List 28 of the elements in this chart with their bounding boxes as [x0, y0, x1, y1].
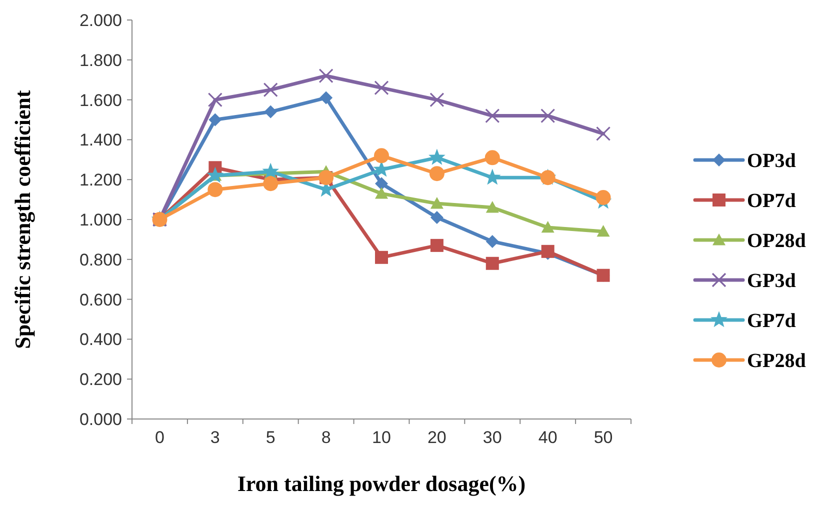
legend-label: GP3d	[747, 270, 796, 292]
y-tick-label: 0.000	[79, 410, 122, 429]
y-tick-label: 1.200	[79, 170, 122, 190]
y-tick-label: 1.400	[79, 130, 122, 150]
legend-label: GP7d	[747, 310, 796, 332]
y-tick-label: 1.000	[79, 210, 122, 230]
y-tick-label: 0.400	[79, 330, 122, 350]
y-tick-label: 0.200	[79, 370, 122, 390]
x-tick-label: 50	[594, 428, 613, 447]
x-axis-title: Iron tailing powder dosage(%)	[237, 471, 526, 496]
legend-label: OP3d	[747, 150, 796, 172]
legend-label: GP28d	[747, 350, 806, 372]
x-tick-label: 8	[321, 428, 331, 447]
y-tick-label: 0.600	[79, 290, 122, 310]
x-tick-label: 10	[372, 428, 391, 447]
x-tick-label: 3	[210, 428, 220, 447]
x-tick-label: 30	[482, 428, 502, 447]
x-tick-label: 0	[154, 428, 164, 447]
y-tick-label: 2.000	[79, 10, 122, 30]
y-axis-title: Specific strength coefficient	[10, 90, 35, 349]
legend-label: OP7d	[747, 190, 796, 212]
y-tick-label: 1.800	[79, 50, 122, 70]
x-tick-label: 40	[538, 428, 558, 447]
y-tick-label: 1.600	[79, 90, 122, 110]
x-tick-label: 20	[427, 428, 446, 447]
y-tick-label: 0.800	[79, 250, 122, 270]
legend-label: OP28d	[747, 230, 806, 252]
x-tick-label: 5	[266, 428, 276, 447]
